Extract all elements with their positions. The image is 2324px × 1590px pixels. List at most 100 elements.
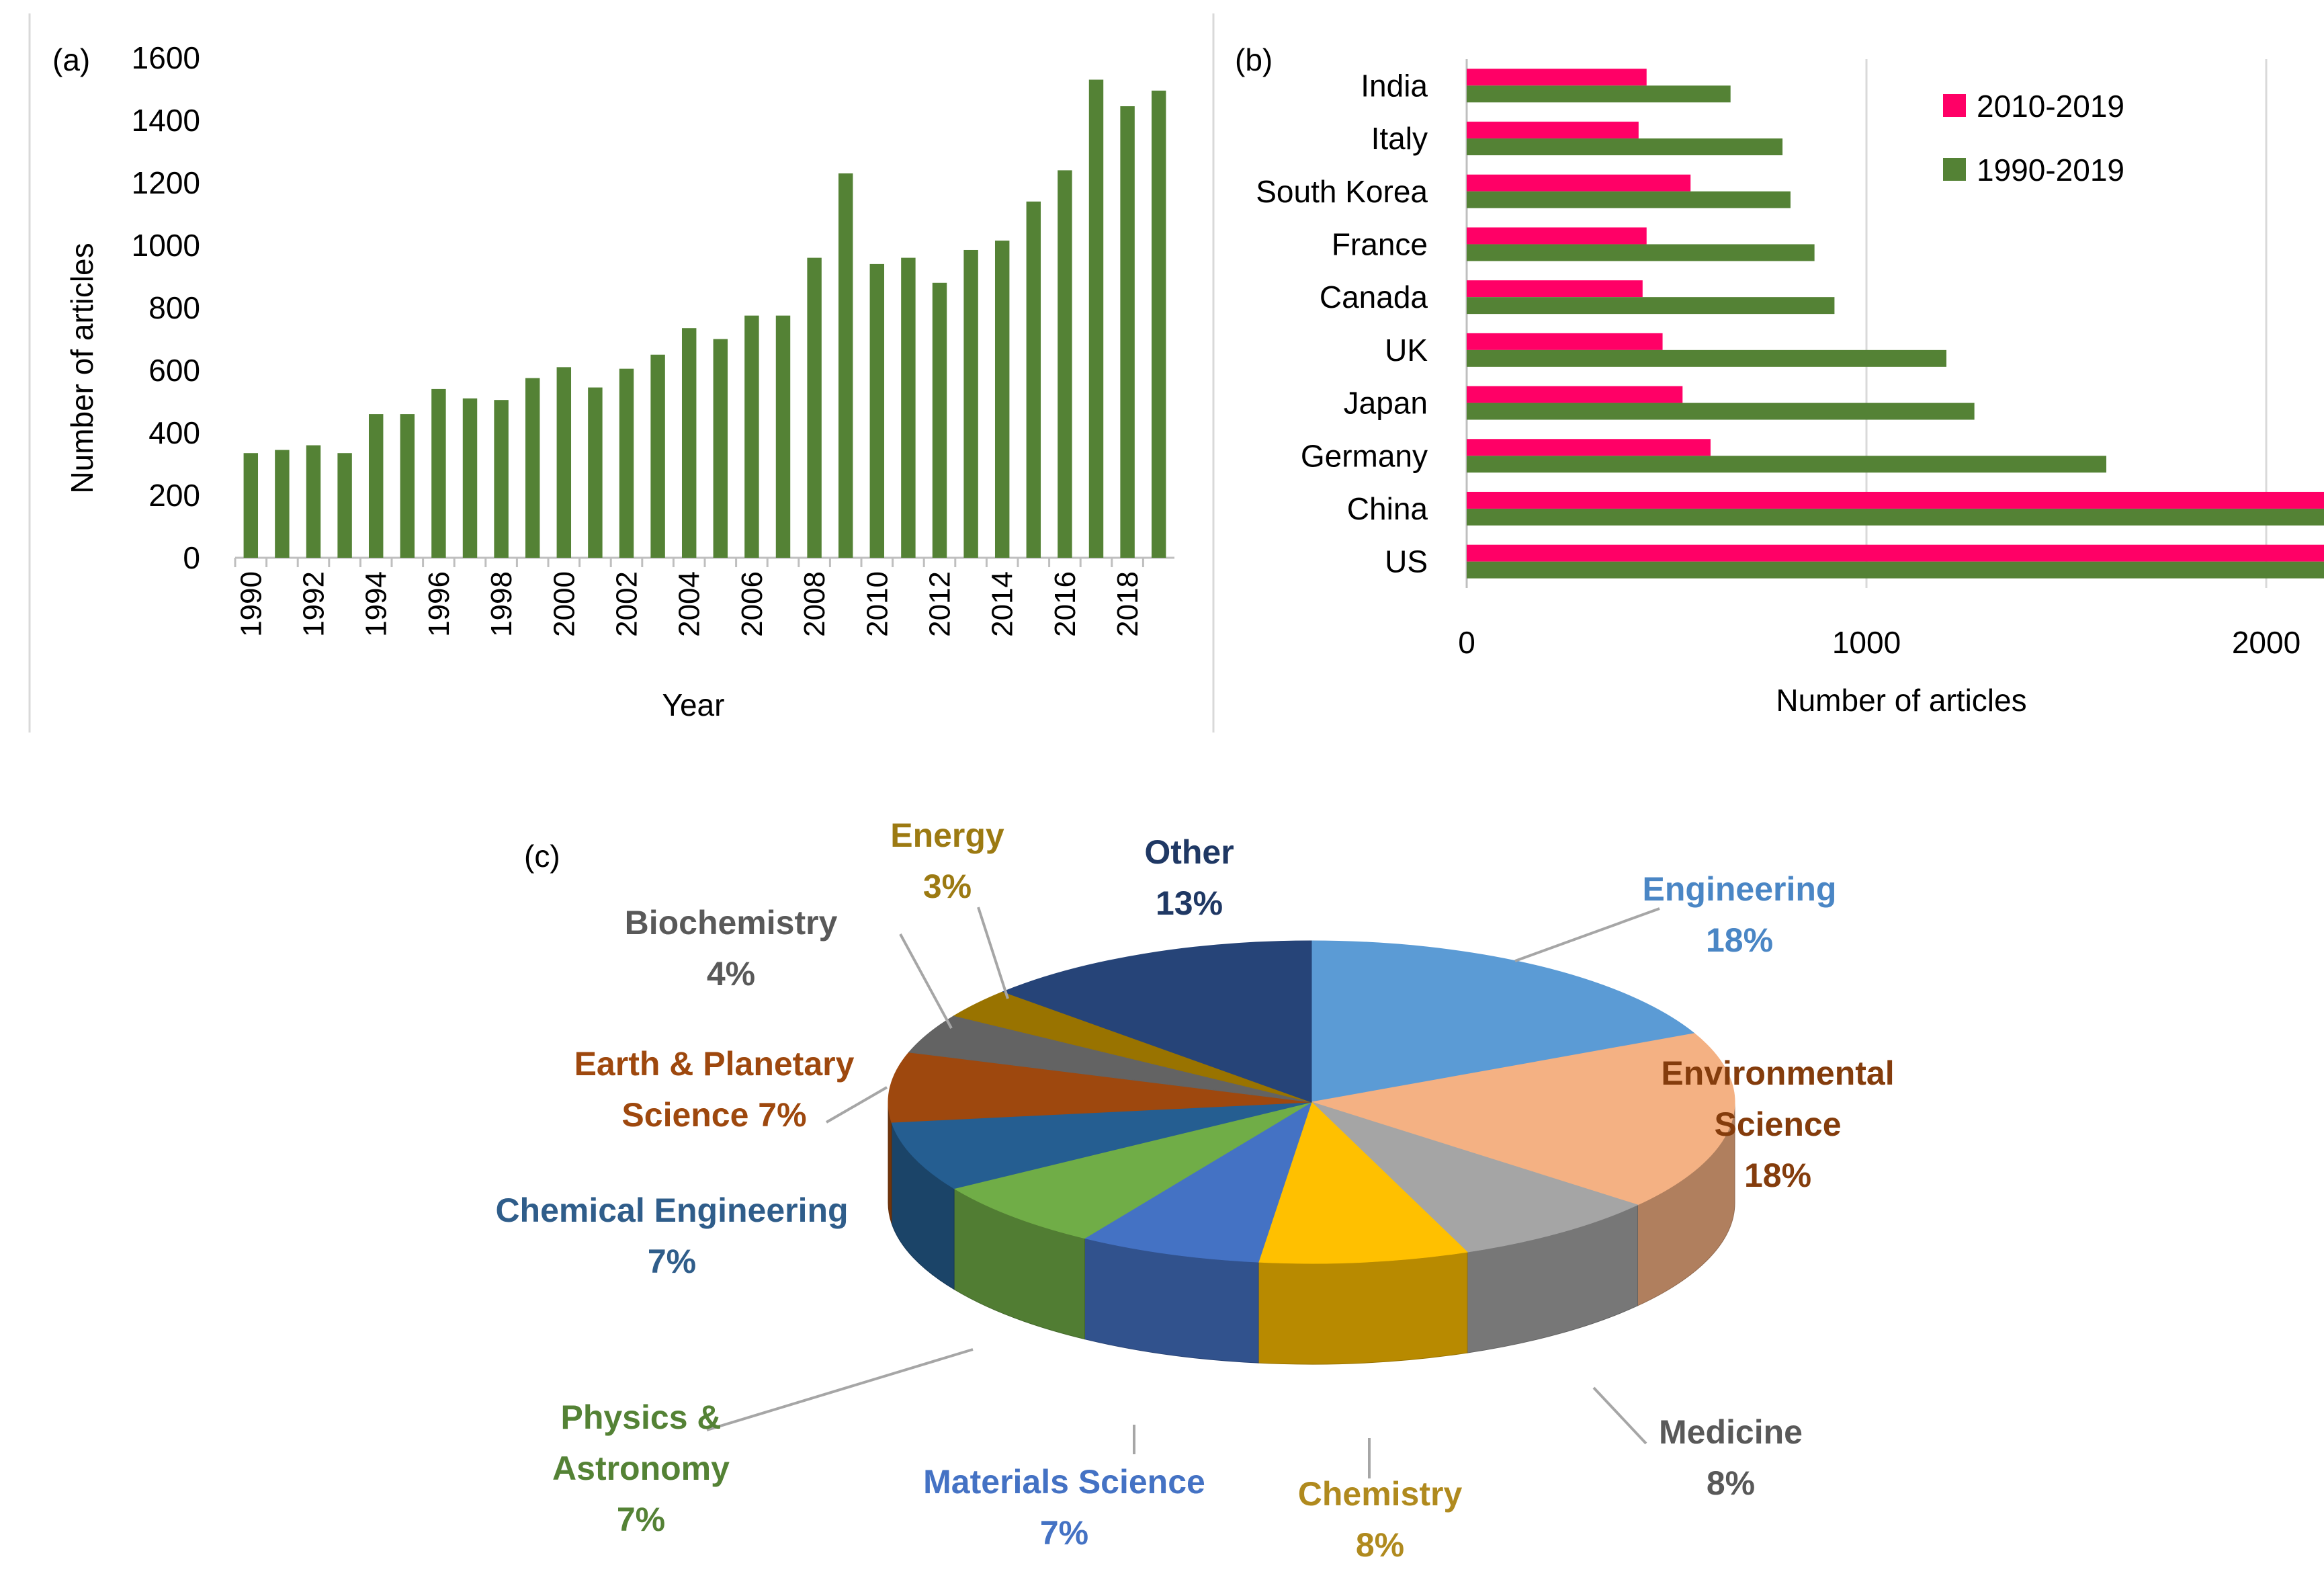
bar-1990-2019-Germany (1467, 456, 2106, 473)
x-tick-label: 2006 (736, 571, 769, 637)
y-tick-label: 0 (183, 540, 200, 575)
slice-label-Other: 13% (1156, 884, 1223, 922)
bar-1998 (494, 400, 509, 558)
x-tick-label: 2014 (986, 571, 1019, 637)
bar-2001 (588, 387, 603, 558)
panel-a-label: (a) (52, 42, 90, 77)
slice-label-Medicine: Medicine (1659, 1413, 1803, 1451)
bar-2010-2019-Germany (1467, 439, 1711, 456)
y-tick-label: Japan (1344, 386, 1428, 421)
bar-1990-2019-Canada (1467, 297, 1835, 315)
x-axis-title: Year (662, 687, 725, 722)
y-tick-label: US (1385, 544, 1428, 579)
panel-b-label: (b) (1235, 42, 1273, 77)
y-tick-label: 1000 (132, 228, 200, 263)
bar-2019 (1151, 90, 1166, 558)
bar-2013 (963, 249, 978, 558)
slice-label-Earth & Planetary Science: Earth & Planetary (574, 1045, 855, 1083)
pie-slice-Engineering (1311, 940, 1696, 1103)
x-tick-label: 1990 (234, 571, 267, 637)
bar-2016 (1058, 170, 1072, 558)
slice-label-Medicine: 8% (1707, 1464, 1755, 1502)
bar-2017 (1088, 79, 1104, 558)
leader-line-Earth & Planetary Science (825, 1086, 888, 1124)
x-tick-label: 2008 (798, 571, 831, 637)
bar-2014 (994, 241, 1010, 558)
pie-top (888, 940, 1735, 1264)
chart-panel-a: (a) 0 200 400 600 800 1000 1200 1400 1600 1990 199… (52, 40, 1174, 722)
chart-panel-c: (c) Engineering 18% Environmental Science 18… (495, 817, 1894, 1564)
slice-label-Chemistry: 8% (1356, 1526, 1404, 1564)
x-axis-title: Number of articles (1776, 683, 2026, 718)
bar-2004 (681, 328, 697, 558)
y-tick-label: South Korea (1256, 174, 1428, 209)
x-tick-label: 1998 (485, 571, 518, 637)
slice-label-Earth & Planetary Science: Science 7% (621, 1096, 806, 1134)
bar-2009 (838, 173, 853, 558)
bar-2006 (744, 315, 759, 558)
legend-label: 2010-2019 (1977, 89, 2124, 124)
pie-side-Chemistry (1258, 1251, 1468, 1365)
pie-slice-Physics & Astronomy (953, 1101, 1312, 1239)
bar-1990-2019-South Korea (1467, 191, 1791, 208)
pie-slice-Environmental Science (1311, 1033, 1735, 1206)
slice-label-Engineering: Engineering (1643, 870, 1837, 908)
bar-2010-2019-France (1467, 227, 1647, 245)
bar-2010-2019-Italy (1467, 122, 1639, 139)
x-tick-label: 2018 (1111, 571, 1144, 637)
bar-2010-2019-Japan (1467, 386, 1683, 403)
x-tick-label: 2000 (548, 571, 580, 637)
panel-c-label: (c) (524, 839, 560, 874)
y-tick-label: China (1347, 491, 1428, 526)
x-tick-label: 2004 (673, 571, 706, 637)
slice-label-Energy: Energy (890, 817, 1004, 854)
bar-1990-2019-US (1467, 561, 2324, 579)
bar-2008 (807, 257, 822, 558)
slice-label-Physics & Astronomy: Physics & (560, 1398, 721, 1436)
legend-label: 1990-2019 (1977, 153, 2124, 187)
bar-1995 (400, 414, 415, 558)
bar-2011 (901, 257, 916, 558)
bar-1990-2019-Japan (1467, 403, 1975, 420)
x-tick-label: 2000 (2232, 625, 2300, 660)
bar-2010 (869, 263, 885, 558)
chart-panel-b: (b) 0100020003000400050006000IndiaItalyS… (1235, 42, 2324, 718)
leader-line-Engineering (1514, 907, 1660, 962)
y-tick-label: 400 (148, 415, 200, 450)
y-tick-label: Canada (1320, 280, 1428, 315)
bar-1993 (337, 453, 352, 558)
leader-line-Physics & Astronomy (706, 1348, 974, 1431)
y-tick-label: 200 (148, 478, 200, 513)
y-tick-label: Italy (1371, 121, 1428, 156)
slice-label-Chemistry: Chemistry (1298, 1475, 1463, 1513)
slice-label-Other: Other (1144, 833, 1234, 871)
x-tick-label: 1992 (298, 571, 331, 637)
slice-label-Chemical Engineering: 7% (648, 1243, 696, 1280)
bar-2003 (650, 354, 665, 558)
slice-label-Physics & Astronomy: 7% (617, 1501, 665, 1538)
slice-label-Biochemistry: 4% (707, 955, 755, 993)
bar-2005 (713, 339, 728, 558)
bar-2018 (1120, 106, 1135, 558)
slice-label-Energy: 3% (923, 868, 972, 905)
y-tick-label: 1200 (132, 165, 200, 200)
bar-1992 (306, 445, 321, 558)
bar-1999 (525, 378, 540, 558)
slice-label-Chemical Engineering: Chemical Engineering (495, 1191, 848, 1229)
bar-1994 (368, 414, 384, 558)
slice-label-Environmental Science: 18% (1744, 1157, 1811, 1194)
x-tick-label: 2010 (861, 571, 894, 637)
bar-2010-2019-UK (1467, 333, 1663, 350)
slice-label-Engineering: 18% (1706, 921, 1773, 959)
bar-1991 (275, 450, 290, 558)
bar-2002 (619, 368, 634, 558)
pie-slice-Materials Science (1084, 1101, 1312, 1263)
x-tick-label: 2016 (1049, 571, 1082, 637)
slice-label-Materials Science: 7% (1040, 1514, 1088, 1552)
pie-slice-Chemical Engineering (891, 1101, 1312, 1189)
bar-1996 (431, 388, 446, 558)
legend-swatch-2010-2019 (1943, 94, 1966, 117)
pie-slice-Medicine (1311, 1101, 1639, 1253)
bar-1990-2019-China (1467, 508, 2324, 526)
